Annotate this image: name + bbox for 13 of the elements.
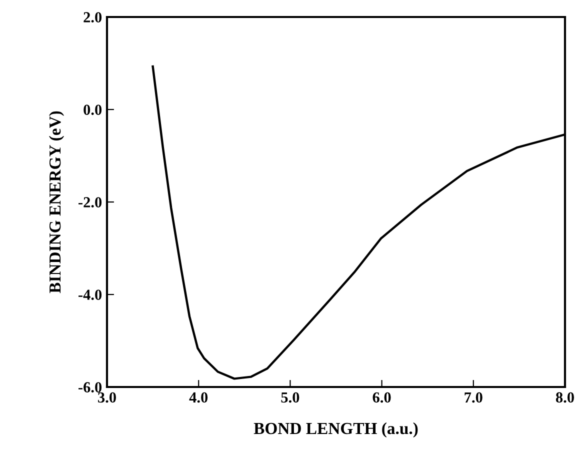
x-tick-label: 5.0 xyxy=(281,392,300,403)
y-tick-label: -6.0 xyxy=(78,382,102,393)
x-axis-title: BOND LENGTH (a.u.) xyxy=(254,422,418,438)
y-tick-label: -2.0 xyxy=(78,197,102,208)
y-tick-label: -4.0 xyxy=(78,290,102,300)
y-tick-label: 2.0 xyxy=(84,12,102,23)
x-tick-label: 6.0 xyxy=(372,392,391,403)
y-axis-title: BINDING ENERGY (eV) xyxy=(48,111,64,294)
x-tick-label: 8.0 xyxy=(556,392,574,403)
x-tick-label: 3.0 xyxy=(98,392,116,403)
x-tick-label: 7.0 xyxy=(464,392,482,403)
x-tick-label: 4.0 xyxy=(189,392,208,403)
y-tick-label: 0.0 xyxy=(84,104,102,116)
